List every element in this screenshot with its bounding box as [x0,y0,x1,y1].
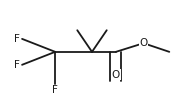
Text: F: F [14,34,20,44]
Text: F: F [14,60,20,70]
Text: O: O [112,70,120,80]
Text: O: O [139,38,148,48]
Text: F: F [52,85,58,95]
